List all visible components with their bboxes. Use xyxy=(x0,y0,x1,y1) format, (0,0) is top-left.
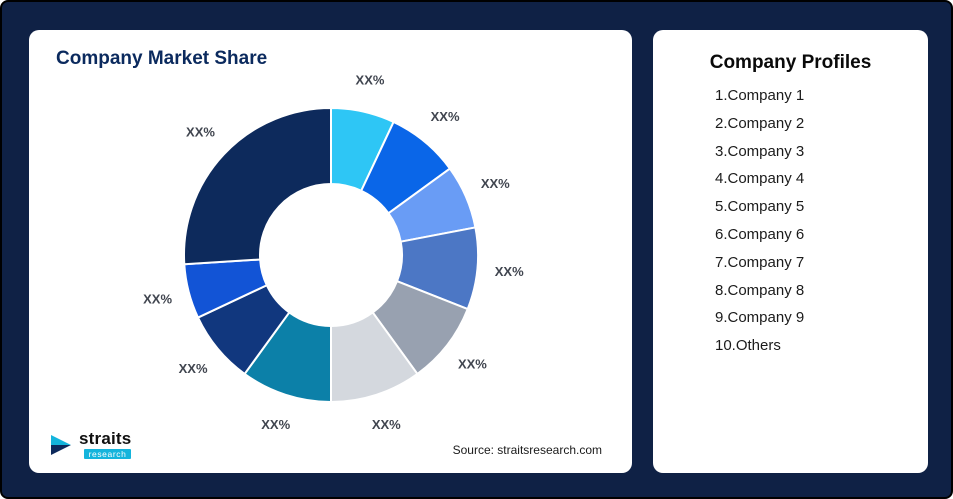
profile-item: 7.Company 7 xyxy=(715,253,805,271)
profile-item: 3.Company 3 xyxy=(715,142,805,160)
slice-value-label: XX% xyxy=(261,417,290,432)
market-share-card: Company Market Share XX% XX% XX% XX% XX% XX% X… xyxy=(29,30,632,473)
company-profiles-card: Company Profiles 1.Company 1 2.Company 2 3… xyxy=(653,30,928,473)
slice-value-label: XX% xyxy=(481,176,510,191)
donut-slice-others xyxy=(183,107,332,266)
slice-value-label: XX% xyxy=(372,417,401,432)
profile-item: 6.Company 6 xyxy=(715,225,805,243)
profiles-list: 1.Company 1 2.Company 2 3.Company 3 4.Compa… xyxy=(653,82,928,360)
profile-item: 4.Company 4 xyxy=(715,170,805,188)
slice-value-label: XX% xyxy=(495,264,524,279)
chart-title: Company Market Share xyxy=(56,48,268,69)
profile-item: 1.Company 1 xyxy=(715,87,805,104)
donut-chart: XX% XX% XX% XX% XX% XX% XX% XX% XX% XX% xyxy=(143,72,524,432)
source-attribution: Source: straitsresearch.com xyxy=(452,443,602,457)
slice-value-label: XX% xyxy=(186,125,215,140)
profile-item: 10.Others xyxy=(715,337,781,355)
profile-item: 8.Company 8 xyxy=(715,281,805,299)
straits-research-logo: straits research xyxy=(51,428,132,459)
slice-value-label: XX% xyxy=(431,109,460,124)
logo-brand: straits xyxy=(79,428,132,448)
profile-item: 2.Company 2 xyxy=(715,114,805,132)
slice-value-label: XX% xyxy=(458,357,487,372)
straits-logo-icon xyxy=(51,435,71,456)
slice-value-label: XX% xyxy=(143,292,172,307)
slice-value-label: XX% xyxy=(356,72,385,87)
profiles-title: Company Profiles xyxy=(709,52,872,73)
profile-item: 5.Company 5 xyxy=(715,198,805,216)
profile-item: 9.Company 9 xyxy=(715,309,805,327)
slice-value-label: XX% xyxy=(179,361,208,376)
logo-sub-brand: research xyxy=(83,448,132,459)
logo-text: straits research xyxy=(79,428,132,459)
